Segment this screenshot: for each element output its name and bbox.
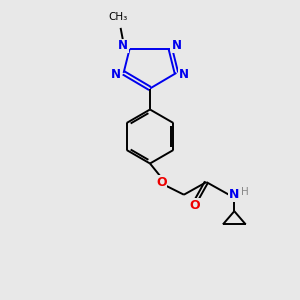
Text: O: O xyxy=(190,199,200,212)
Text: N: N xyxy=(229,188,239,201)
Text: N: N xyxy=(118,39,128,52)
Text: O: O xyxy=(156,176,167,189)
Text: CH₃: CH₃ xyxy=(108,12,127,22)
Text: N: N xyxy=(111,68,121,81)
Text: N: N xyxy=(179,68,189,81)
Text: N: N xyxy=(172,39,182,52)
Text: H: H xyxy=(241,187,248,197)
